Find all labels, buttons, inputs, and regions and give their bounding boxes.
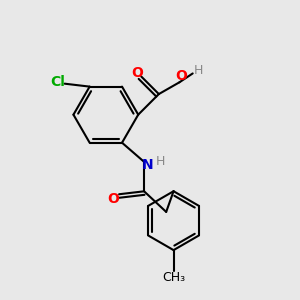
Text: Cl: Cl	[50, 75, 65, 89]
Text: H: H	[156, 155, 165, 168]
Text: O: O	[175, 69, 187, 83]
Text: CH₃: CH₃	[162, 271, 185, 284]
Text: N: N	[142, 158, 154, 172]
Text: O: O	[107, 192, 119, 206]
Text: H: H	[194, 64, 203, 77]
Text: O: O	[131, 66, 143, 80]
